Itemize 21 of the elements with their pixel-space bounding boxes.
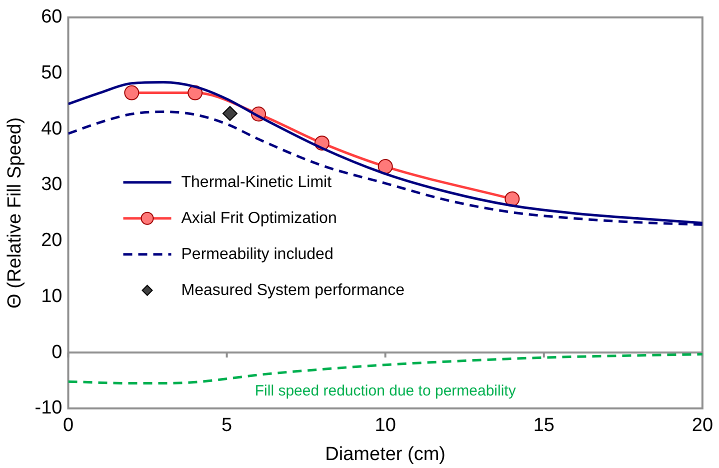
x-tick-label: 20 (692, 415, 714, 436)
y-tick-label: -10 (34, 398, 62, 419)
y-tick-label: 40 (41, 118, 62, 140)
y-axis-title: Θ (Relative Fill Speed) (4, 117, 26, 308)
y-tick-label: 0 (52, 342, 62, 363)
y-tick-label: 20 (41, 230, 62, 252)
annotation: Fill speed reduction due to permeability (254, 382, 516, 400)
x-tick-label: 5 (222, 415, 232, 436)
x-tick-label: 10 (374, 415, 396, 436)
legend-label: Axial Frit Optimization (181, 210, 337, 227)
legend-label: Measured System performance (181, 282, 405, 299)
y-tick-label: 50 (41, 62, 62, 84)
legend-label: Permeability included (181, 246, 334, 263)
x-tick-label: 15 (533, 415, 554, 436)
legend-label: Thermal-Kinetic Limit (181, 174, 332, 191)
line-series (68, 352, 702, 385)
y-tick-label: 30 (41, 174, 62, 196)
y-tick-label: 10 (41, 286, 62, 307)
x-axis-title: Diameter (cm) (325, 444, 446, 465)
point (222, 106, 238, 121)
y-tick-label: 60 (41, 6, 62, 28)
